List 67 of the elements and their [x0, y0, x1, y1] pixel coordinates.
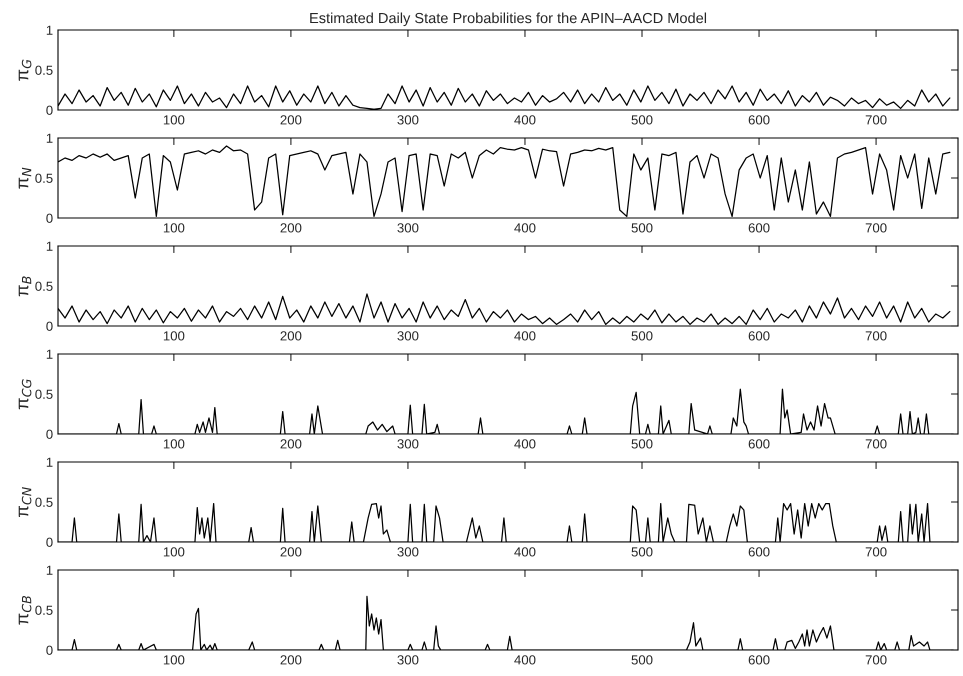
- x-tick-label: 400: [514, 331, 536, 341]
- x-tick-label: 200: [280, 547, 302, 557]
- y-tick-label: 0: [46, 322, 53, 331]
- x-tick-label: 100: [164, 331, 184, 341]
- y-tick-label: 0: [46, 214, 53, 223]
- y-tick-label: 0: [46, 106, 53, 115]
- x-tick-label: 600: [748, 115, 770, 125]
- y-tick-label: 0.5: [35, 498, 53, 507]
- y-tick-label: 0.5: [35, 606, 53, 615]
- y-tick-label: 0: [46, 538, 53, 547]
- x-tick-label: 500: [632, 115, 652, 125]
- x-tick-label: 700: [866, 223, 887, 233]
- x-tick-label: 300: [397, 115, 418, 125]
- x-tick-label: 400: [514, 223, 536, 233]
- x-tick-label: 300: [397, 331, 418, 341]
- y-tick-label: 1: [46, 350, 52, 359]
- x-tick-label: 300: [397, 655, 418, 665]
- x-tick-label: 100: [164, 439, 184, 449]
- y-axis-title: π$_{CB}$: [18, 596, 32, 625]
- x-tick-label: 200: [280, 655, 302, 665]
- x-tick-label: 200: [280, 331, 302, 341]
- x-tick-label: 500: [632, 331, 652, 341]
- y-axis-title: π$_{B}$: [18, 276, 32, 296]
- y-axis-title: π$_{CG}$: [18, 379, 32, 410]
- x-tick-label: 600: [748, 439, 770, 449]
- x-tick-label: 600: [748, 331, 770, 341]
- x-tick-label: 500: [632, 439, 652, 449]
- x-tick-label: 700: [866, 655, 887, 665]
- y-axis-title: π$_{CN}$: [18, 487, 32, 518]
- x-tick-label: 100: [164, 547, 184, 557]
- y-tick-label: 1: [46, 134, 52, 143]
- x-tick-label: 400: [514, 439, 536, 449]
- y-tick-label: 1: [46, 458, 52, 467]
- x-tick-label: 100: [164, 115, 184, 125]
- x-tick-label: 300: [397, 223, 418, 233]
- x-tick-label: 100: [164, 223, 184, 233]
- x-tick-label: 400: [514, 547, 536, 557]
- x-tick-label: 600: [748, 547, 770, 557]
- y-tick-label: 1: [46, 242, 52, 251]
- x-tick-label: 400: [514, 655, 536, 665]
- x-tick-label: 200: [280, 223, 302, 233]
- x-tick-label: 100: [164, 655, 184, 665]
- chart-title: Estimated Daily State Probabilities for the APIN–AACD Model: [310, 12, 706, 26]
- x-tick-label: 300: [397, 439, 418, 449]
- x-tick-label: 500: [632, 655, 652, 665]
- x-tick-label: 500: [632, 223, 652, 233]
- y-tick-label: 0.5: [35, 66, 53, 75]
- y-tick-label: 0.5: [35, 282, 53, 291]
- x-tick-label: 200: [280, 439, 302, 449]
- y-tick-label: 0.5: [35, 390, 53, 399]
- x-tick-label: 700: [866, 547, 887, 557]
- y-tick-label: 1: [46, 26, 52, 35]
- x-tick-label: 200: [280, 115, 302, 125]
- y-tick-label: 0: [46, 430, 53, 439]
- y-tick-label: 0.5: [35, 174, 53, 183]
- y-axis-title: π$_{G}$: [18, 60, 32, 81]
- x-tick-label: 700: [866, 115, 887, 125]
- x-tick-label: 300: [397, 547, 418, 557]
- x-tick-label: 400: [514, 115, 536, 125]
- x-tick-label: 600: [748, 655, 770, 665]
- x-tick-label: 700: [866, 331, 887, 341]
- y-tick-label: 0: [46, 646, 53, 655]
- x-tick-label: 500: [632, 547, 652, 557]
- y-tick-label: 1: [46, 566, 52, 575]
- x-tick-label: 700: [866, 439, 887, 449]
- y-axis-title: π$_{N}$: [18, 168, 32, 189]
- x-tick-label: 600: [748, 223, 770, 233]
